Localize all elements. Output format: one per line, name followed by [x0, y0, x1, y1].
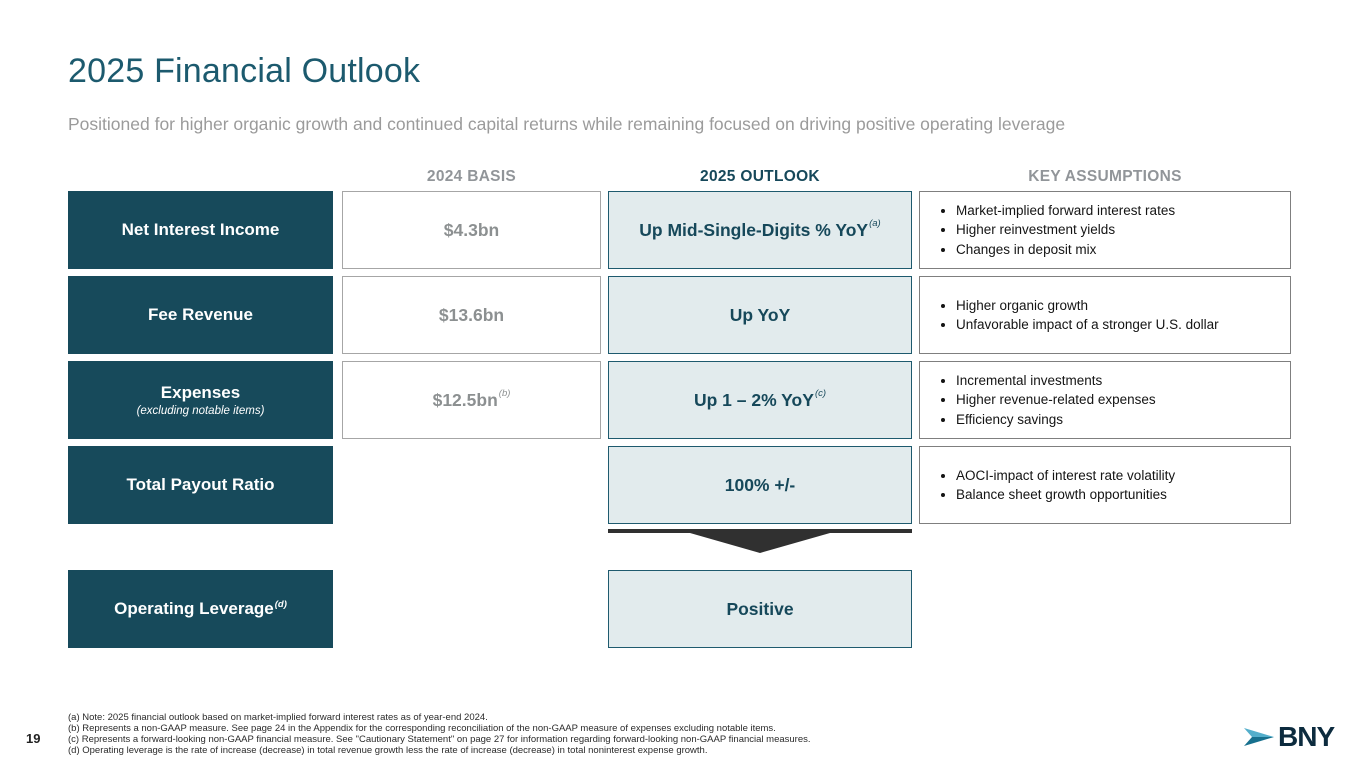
outlook-cell-operating-leverage: Positive	[608, 570, 912, 648]
assumption-item: Higher organic growth	[956, 296, 1219, 316]
outlook-value: Positive	[726, 598, 794, 619]
row-label-total-payout-ratio: Total Payout Ratio	[68, 446, 333, 524]
page-title: 2025 Financial Outlook	[68, 52, 421, 90]
bny-logo: BNY	[1243, 721, 1335, 753]
row-label-text: Net Interest Income	[121, 220, 280, 239]
assumptions-list: Incremental investments Higher revenue-r…	[934, 371, 1156, 430]
outlook-value: Up YoY	[729, 304, 791, 325]
assumption-item: Efficiency savings	[956, 410, 1156, 430]
assumption-item: Higher revenue-related expenses	[956, 390, 1156, 410]
footnote-b: (b) Represents a non-GAAP measure. See p…	[68, 723, 776, 734]
footnote-d: (d) Operating leverage is the rate of in…	[68, 745, 708, 756]
assumptions-list: Market-implied forward interest rates Hi…	[934, 201, 1175, 260]
outlook-cell-total-payout-ratio: 100% +/-	[608, 446, 912, 524]
footnote-marker-d: (d)	[274, 599, 287, 610]
assumptions-cell-total-payout-ratio: AOCI-impact of interest rate volatility …	[919, 446, 1291, 524]
footnotes: (a) Note: 2025 financial outlook based o…	[68, 712, 811, 756]
footnote-marker-a: (a)	[869, 217, 881, 229]
outlook-value: 100% +/-	[724, 474, 796, 495]
assumption-item: Higher reinvestment yields	[956, 220, 1175, 240]
row-label-net-interest-income: Net Interest Income	[68, 191, 333, 269]
outlook-cell-net-interest-income: Up Mid-Single-Digits % YoY (a)	[608, 191, 912, 269]
footnote-c: (c) Represents a forward-looking non-GAA…	[68, 734, 811, 745]
assumption-item: Market-implied forward interest rates	[956, 201, 1175, 221]
row-label-text: Expenses	[160, 383, 241, 402]
bny-arrow-icon	[1244, 728, 1274, 746]
assumptions-cell-fee-revenue: Higher organic growth Unfavorable impact…	[919, 276, 1291, 354]
assumption-item: AOCI-impact of interest rate volatility	[956, 466, 1175, 486]
outlook-value: Up 1 – 2% YoY	[693, 389, 814, 410]
down-arrow-bar	[608, 529, 912, 533]
assumption-item: Balance sheet growth opportunities	[956, 485, 1175, 505]
column-header-2024-basis: 2024 BASIS	[426, 168, 517, 185]
down-arrow-icon	[690, 533, 830, 553]
assumptions-list: Higher organic growth Unfavorable impact…	[934, 296, 1219, 335]
basis-cell-expenses: $12.5bn (b)	[342, 361, 601, 439]
row-label-operating-leverage: Operating Leverage(d)	[68, 570, 333, 648]
footnote-a: (a) Note: 2025 financial outlook based o…	[68, 712, 488, 723]
basis-value: $13.6bn	[438, 304, 505, 325]
row-label-expenses: Expenses (excluding notable items)	[68, 361, 333, 439]
assumption-item: Changes in deposit mix	[956, 240, 1175, 260]
row-label-note: (excluding notable items)	[136, 405, 265, 417]
row-label-text: Total Payout Ratio	[126, 475, 275, 494]
row-label-text: Operating Leverage(d)	[114, 599, 287, 618]
assumption-item: Incremental investments	[956, 371, 1156, 391]
page-subtitle: Positioned for higher organic growth and…	[68, 114, 1066, 134]
assumption-item: Unfavorable impact of a stronger U.S. do…	[956, 315, 1219, 335]
assumptions-list: AOCI-impact of interest rate volatility …	[934, 466, 1175, 505]
footnote-marker-c: (c)	[814, 387, 827, 399]
footnote-marker-b: (b)	[498, 387, 511, 399]
assumptions-cell-net-interest-income: Market-implied forward interest rates Hi…	[919, 191, 1291, 269]
basis-cell-fee-revenue: $13.6bn	[342, 276, 601, 354]
page-number: 19	[26, 731, 41, 746]
outlook-cell-fee-revenue: Up YoY	[608, 276, 912, 354]
row-label-fee-revenue: Fee Revenue	[68, 276, 333, 354]
basis-value: $12.5bn	[432, 389, 498, 410]
column-header-key-assumptions: KEY ASSUMPTIONS	[1028, 168, 1182, 185]
basis-cell-net-interest-income: $4.3bn	[342, 191, 601, 269]
column-header-2025-outlook: 2025 OUTLOOK	[700, 168, 820, 185]
assumptions-cell-expenses: Incremental investments Higher revenue-r…	[919, 361, 1291, 439]
bny-logo-text: BNY	[1278, 721, 1335, 752]
row-label-text: Fee Revenue	[148, 305, 253, 324]
basis-value: $4.3bn	[443, 219, 500, 240]
outlook-value: Up Mid-Single-Digits % YoY	[639, 219, 869, 240]
outlook-cell-expenses: Up 1 – 2% YoY (c)	[608, 361, 912, 439]
